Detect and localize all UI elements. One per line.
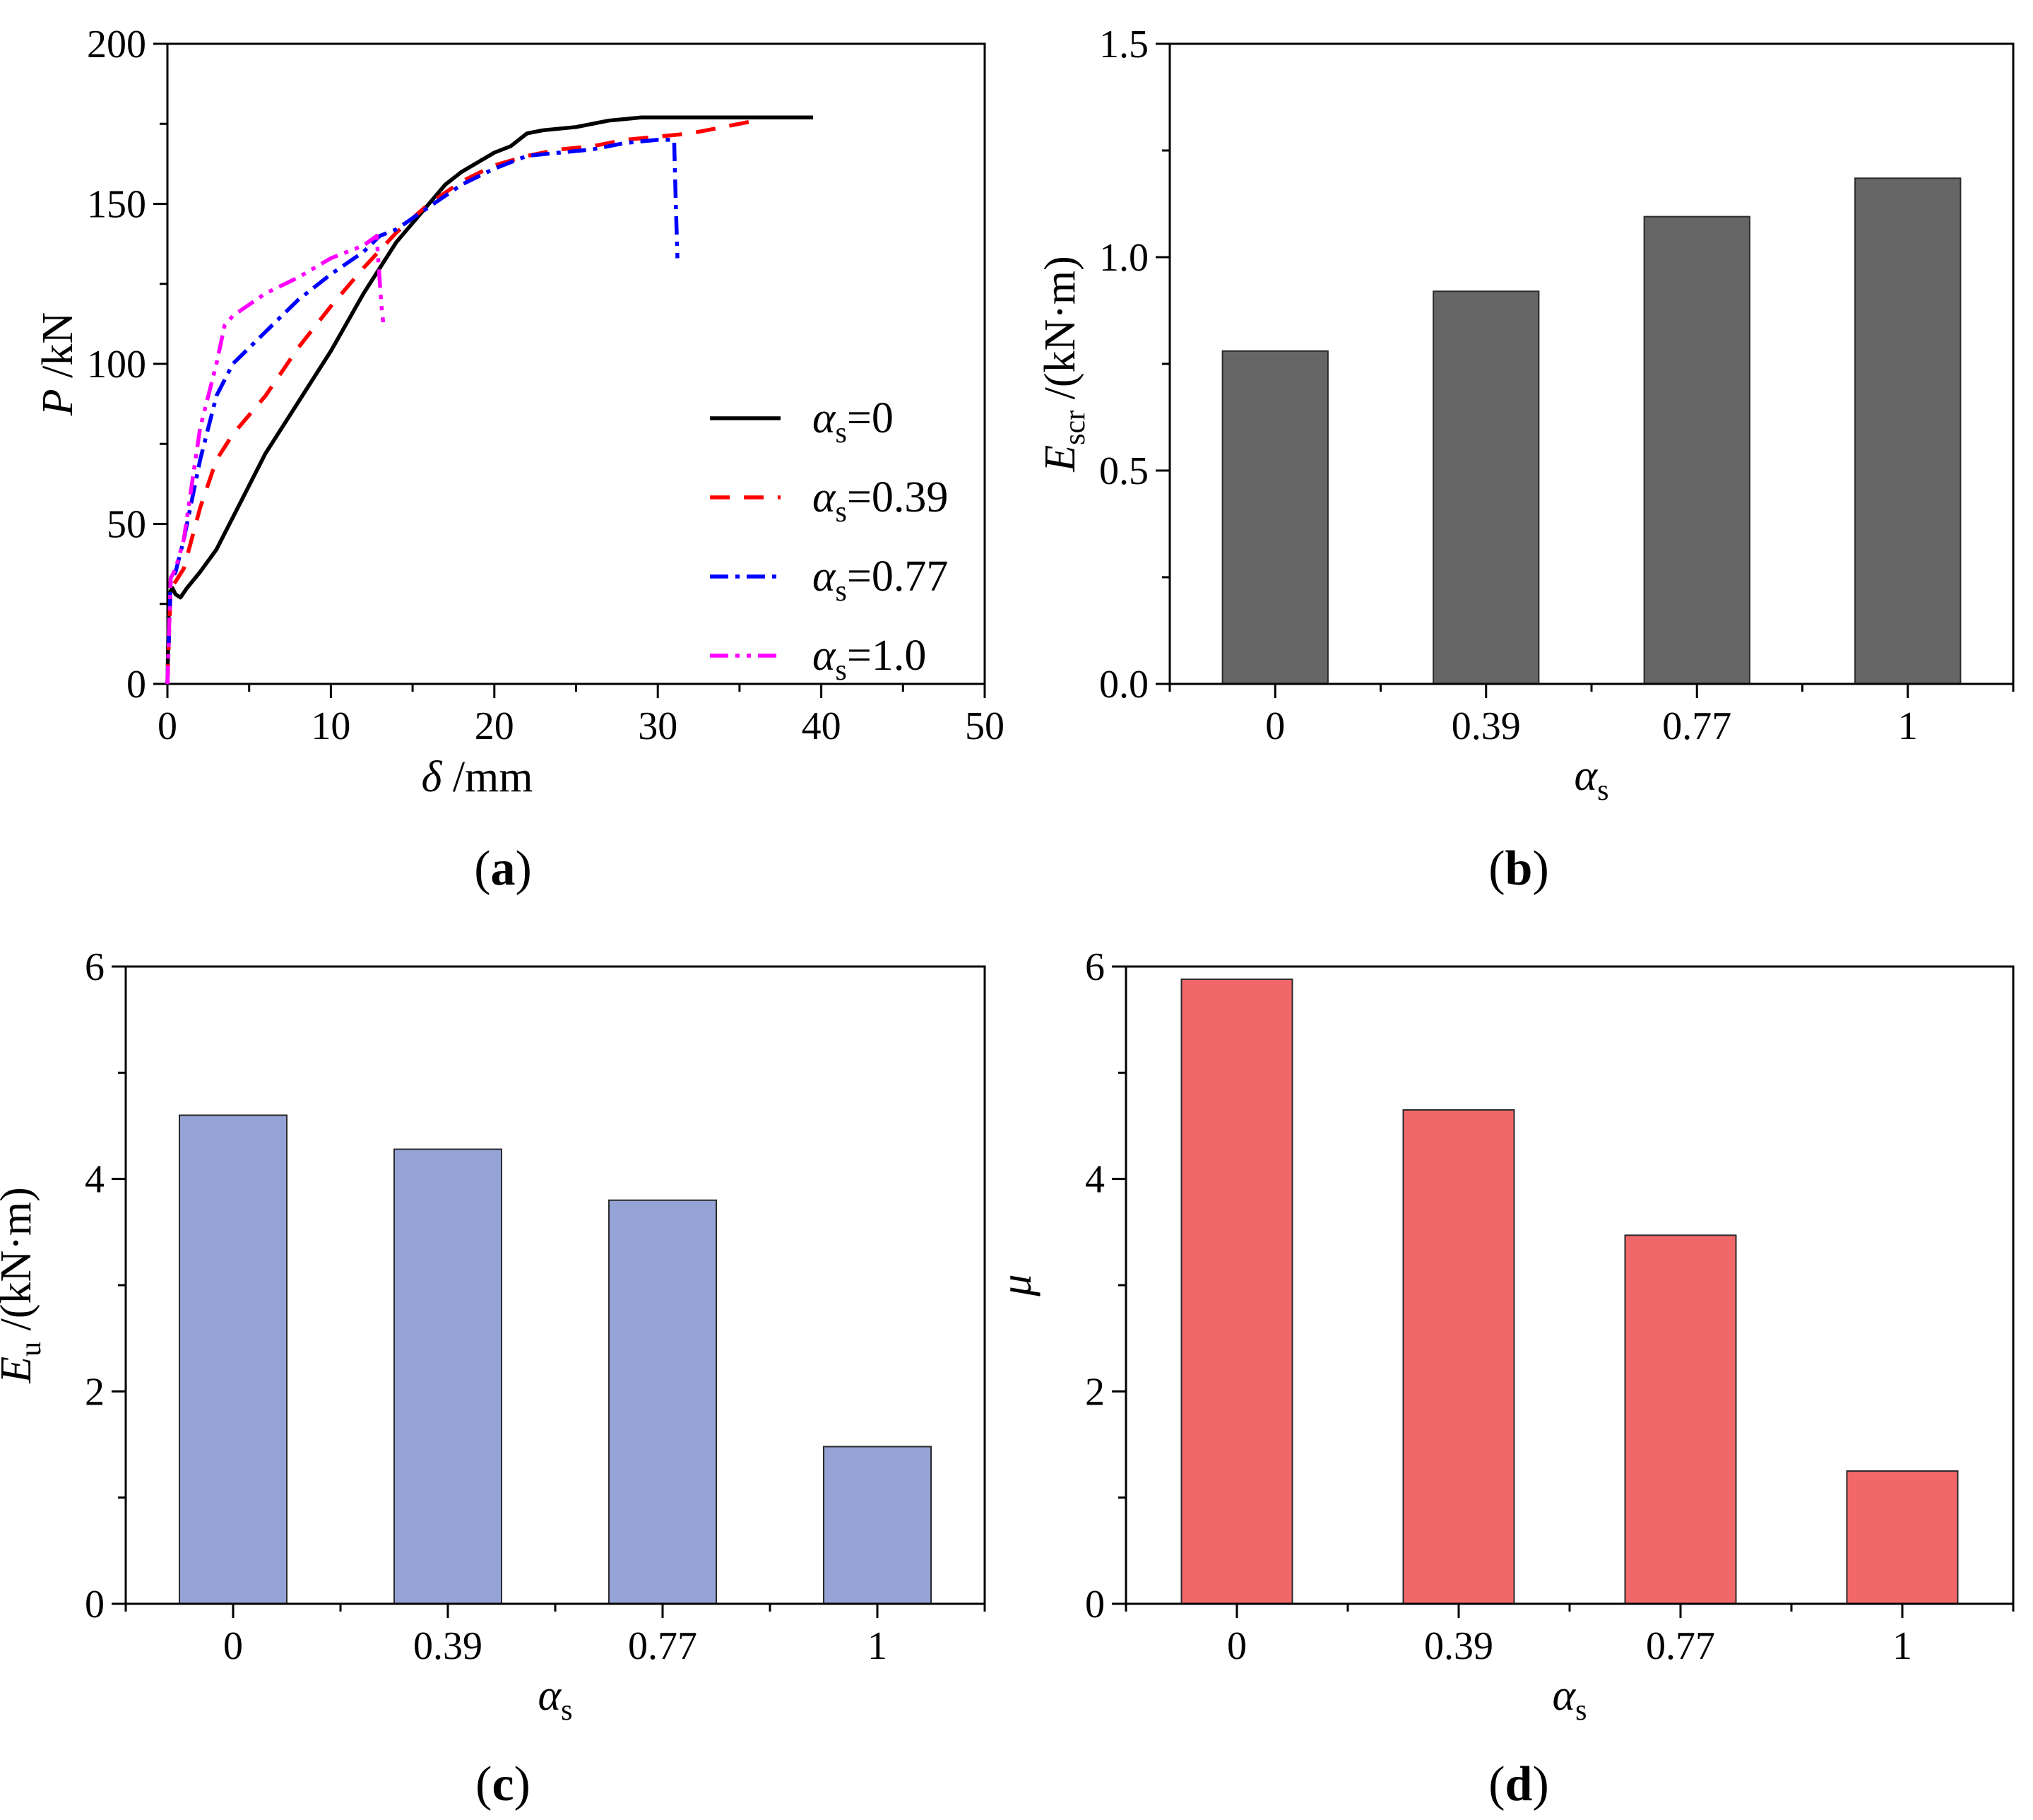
x-axis-label-d: αs [1553,1672,1587,1727]
y-tick-label: 150 [87,183,146,227]
y-tick-label: 0.5 [1099,449,1149,493]
legend-label-3: αs=1.0 [812,632,926,687]
panel-b-bar-chart: 0 0.39 0.77 1 0.0 0.5 1.0 1.5 αs Escr /(kN·m) [1036,23,2015,807]
x-tick-label: 0 [158,704,177,748]
bar-1 [1433,290,1540,685]
y-axis-label-c: Eu /(kN·m) [0,1187,47,1384]
y-tick-label: 0 [85,1583,105,1626]
y-tick-label: 0 [126,663,146,707]
x-tick-label: 1 [1892,1624,1912,1668]
x-tick-label: 20 [475,704,514,748]
x-tick-label: 0 [223,1624,243,1668]
y-tick-label: 2 [85,1370,105,1414]
bar-2 [608,1199,717,1605]
legend-label-2: αs=0.77 [812,552,948,608]
x-tick-label: 40 [802,704,841,748]
panel-label-d: (d) [1488,1757,1549,1812]
bar-3 [823,1446,932,1605]
y-tick-label: 2 [1085,1370,1105,1414]
series-line-3 [165,234,386,685]
panel-label-b: (b) [1488,841,1549,896]
y-tick-label: 1.5 [1099,23,1149,66]
x-axis-label-c: αs [538,1672,573,1727]
y-tick-label: 100 [87,343,146,386]
x-tick-label: 50 [965,704,1004,748]
panel-label-a: (a) [474,841,532,896]
series-line-1 [165,119,757,685]
legend-label-0: αs=0 [812,394,894,449]
panel-a-line-chart: 0 10 20 30 40 50 0 50 100 150 200 δ /mm P /kN αs=0 αs=… [34,23,1004,801]
x-tick-label: 10 [311,704,350,748]
x-tick-label: 1 [1898,704,1918,748]
x-tick-label: 0.77 [1662,704,1731,748]
legend-label-1: αs=0.39 [812,473,948,528]
x-tick-label: 0.77 [628,1624,697,1668]
x-tick-label: 0.39 [1424,1624,1493,1668]
panel-d-bar-chart: 0 0.39 0.77 1 0 2 4 6 αs μ [992,945,2015,1727]
x-tick-label: 0 [1265,704,1285,748]
x-tick-label: 0.77 [1646,1624,1715,1668]
x-tick-label: 0 [1227,1624,1247,1668]
x-axis-label-a: δ /mm [421,753,533,801]
panel-c-bar-chart: 0 0.39 0.77 1 0 2 4 6 αs Eu /(kN·m) [0,945,986,1727]
x-axis-label-b: αs [1575,752,1609,807]
y-tick-label: 6 [1085,945,1105,989]
x-tick-label: 1 [867,1624,887,1668]
bar-2 [1643,215,1750,685]
bar-0 [179,1114,288,1605]
bar-3 [1846,1470,1959,1605]
y-axis-label-a: P /kN [34,312,82,416]
panel-label-c: (c) [475,1757,531,1812]
y-tick-label: 6 [85,945,105,989]
y-tick-label: 4 [85,1158,105,1202]
x-tick-label: 0.39 [413,1624,482,1668]
y-axis-label-d: μ [992,1274,1041,1296]
y-tick-label: 0.0 [1099,663,1149,707]
y-tick-label: 0 [1085,1583,1105,1626]
y-tick-label: 4 [1085,1158,1105,1202]
y-axis-label-b: Escr /(kN·m) [1036,256,1091,473]
bar-1 [393,1148,502,1605]
x-tick-label: 30 [638,704,677,748]
bar-2 [1624,1234,1737,1605]
x-tick-label: 0.39 [1452,704,1521,748]
y-tick-label: 200 [87,23,146,66]
bar-0 [1221,350,1329,685]
y-tick-label: 50 [107,503,146,547]
series-line-2 [165,138,680,685]
series-line-0 [165,115,813,685]
y-tick-label: 1.0 [1099,236,1149,280]
bar-1 [1402,1109,1515,1605]
bar-0 [1180,979,1293,1605]
bar-3 [1854,177,1962,685]
